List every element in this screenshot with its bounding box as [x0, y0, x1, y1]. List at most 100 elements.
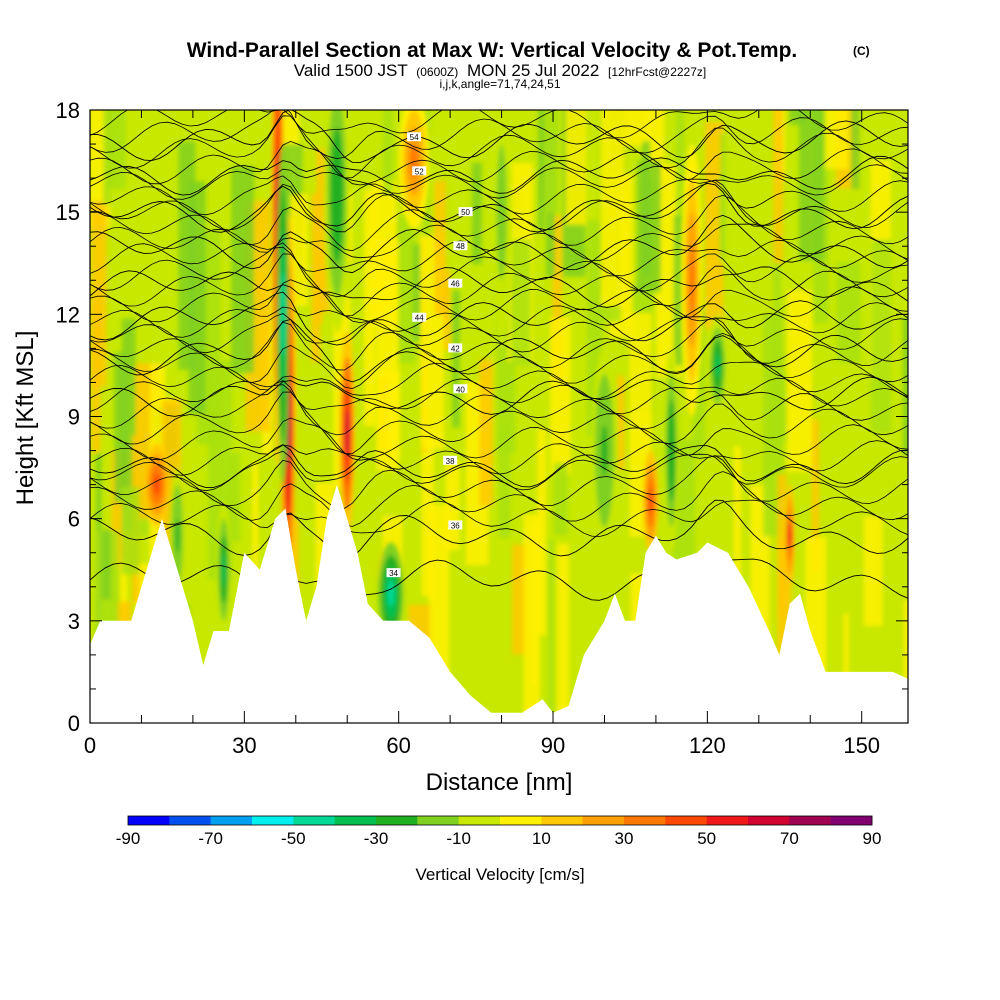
x-tick-label: 90 [541, 733, 565, 758]
texture-patch [550, 318, 571, 475]
texture-patch [548, 539, 554, 723]
texture-patch [616, 375, 625, 471]
updraft-cell [648, 488, 653, 515]
texture-patch [91, 299, 101, 453]
downdraft-cell [221, 552, 226, 587]
theta-contour-line [90, 164, 908, 200]
theta-contour-label: 34 [389, 569, 398, 578]
texture-patch [421, 437, 434, 597]
theta-contour-label: 42 [451, 344, 460, 353]
copyright-mark: (C) [853, 44, 870, 58]
downdraft-cell [715, 352, 721, 379]
texture-patch [552, 215, 562, 380]
texture-patch [871, 239, 891, 433]
y-tick-label: 0 [68, 711, 80, 736]
x-tick-label: 120 [689, 733, 726, 758]
theta-contour-label: 44 [415, 314, 424, 323]
colorbar-swatch [665, 816, 707, 825]
theta-contour-label-bg [448, 520, 463, 530]
theta-contour-line [90, 115, 908, 179]
texture-patch [383, 110, 394, 195]
x-tick-label: 150 [843, 733, 880, 758]
x-tick-label: 60 [386, 733, 410, 758]
theta-contours: 34 36 38 40 42 44 46 48 50 52 54 [90, 110, 908, 601]
theta-contour-line [90, 291, 908, 346]
texture-patch [422, 110, 430, 312]
theta-contour-line [90, 313, 908, 354]
theta-contour-label: 50 [461, 208, 470, 217]
forecast-info: [12hrFcst@2227z] [608, 65, 706, 79]
theta-contour-line [90, 317, 908, 371]
x-tick-label: 30 [232, 733, 256, 758]
y-tick-label: 15 [56, 200, 80, 225]
y-tick-label: 9 [68, 405, 80, 430]
theta-contour-label-bg [453, 384, 468, 394]
texture-patch [106, 110, 126, 189]
texture-patch [252, 462, 259, 628]
texture-patch [836, 262, 861, 363]
downdraft-cell [387, 580, 395, 607]
theta-contour-line [90, 253, 908, 317]
texture-patch [673, 215, 683, 366]
theta-contour-label: 48 [456, 242, 465, 251]
colorbar-swatch [582, 816, 625, 825]
downdraft-cell [669, 425, 674, 477]
y-tick-label: 6 [68, 507, 80, 532]
texture-patch [773, 110, 783, 264]
theta-contour-label-bg [443, 455, 458, 465]
theta-contour-line [90, 499, 908, 560]
colorbar-swatch [417, 816, 459, 825]
colorbar-tick-label: 70 [780, 829, 799, 848]
texture-patch [733, 446, 742, 671]
theta-contour-label-bg [386, 568, 401, 578]
theta-contour-label: 38 [446, 457, 455, 466]
theta-contour-line [90, 214, 908, 274]
texture-patch [903, 600, 908, 723]
y-tick-label: 3 [68, 609, 80, 634]
colorbar-swatch [169, 816, 211, 825]
theta-contour-line [90, 175, 908, 216]
colorbar-swatch [789, 816, 831, 825]
colorbar-tick-label: 90 [863, 829, 882, 848]
texture-patch [789, 110, 807, 125]
texture-patch [231, 166, 255, 374]
theta-contour-line [90, 332, 908, 390]
colorbar-tick-label: 30 [615, 829, 634, 848]
colorbar-swatch [830, 816, 873, 825]
theta-contour-line [90, 455, 908, 509]
colorbar-tick-labels: -90 -70 -50 -30 -10 10 30 50 70 90 [116, 829, 882, 848]
theta-contour-line [90, 319, 908, 383]
theta-contour-label-bg [453, 241, 468, 251]
texture-patch [101, 529, 112, 600]
theta-contour-label: 52 [415, 167, 424, 176]
texture-patch [471, 162, 482, 265]
texture-patch [178, 141, 196, 370]
colorbar-tick-label: -30 [364, 829, 389, 848]
texture-patch [798, 110, 825, 261]
theta-contour-line [90, 140, 908, 186]
texture-patch [289, 194, 308, 306]
theta-contour-label-bg [448, 343, 463, 353]
updraft-cell [689, 246, 695, 315]
valid-prefix: Valid 1500 JST [294, 61, 408, 80]
theta-contour-line [90, 194, 908, 252]
y-tick-label: 12 [56, 302, 80, 327]
theta-contour-line [90, 361, 908, 400]
texture-patch [843, 613, 849, 723]
texture-patch [523, 514, 541, 720]
updraft-cell [345, 407, 350, 460]
theta-contour-line [90, 444, 908, 489]
updraft-cell [153, 474, 161, 495]
texture-patch [769, 371, 787, 443]
theta-contour-label-bg [407, 132, 422, 142]
texture-patch [720, 133, 726, 253]
texture-patch [537, 428, 547, 636]
colorbar-swatch [624, 816, 666, 825]
texture-patch [289, 520, 299, 594]
colorbar-swatch [293, 816, 335, 825]
texture-patch [479, 359, 493, 506]
theta-contour-line [90, 155, 908, 196]
